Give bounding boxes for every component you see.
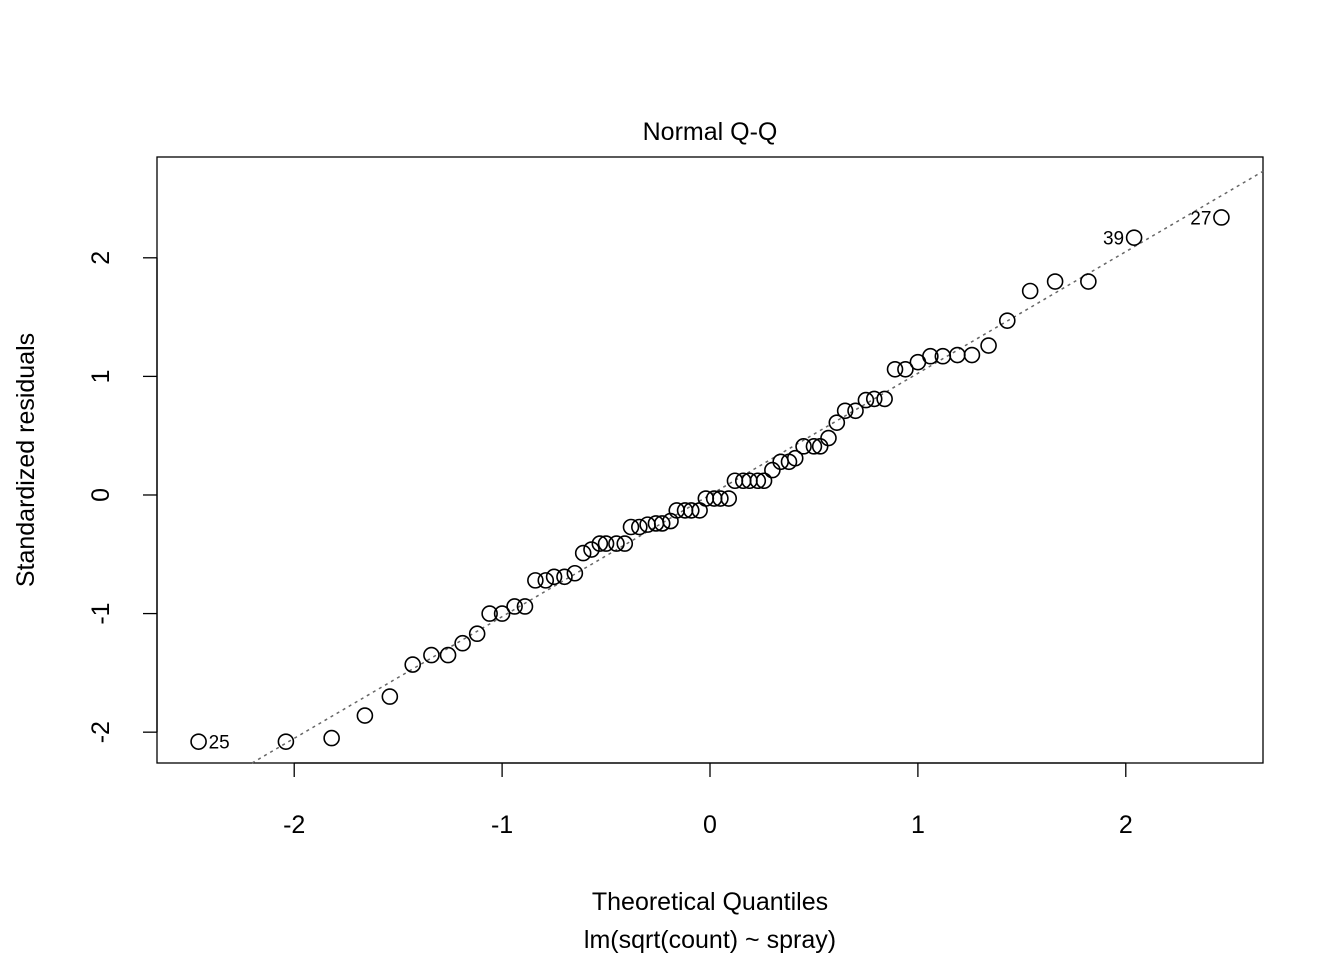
point-label: 39: [1103, 229, 1124, 250]
model-subtitle: lm(sqrt(count) ~ spray): [584, 926, 836, 954]
data-point: [493, 605, 511, 622]
y-axis-label: Standardized residuals: [12, 333, 40, 587]
data-point: [847, 402, 864, 420]
data-point: [755, 472, 773, 490]
x-tick-label: -1: [491, 811, 513, 839]
data-point: [277, 733, 295, 750]
data-point: [516, 598, 534, 615]
y-tick-label: 0: [87, 488, 115, 502]
data-point: [468, 625, 486, 643]
point-labels: 25 39 27: [209, 208, 1212, 753]
point-label: 25: [209, 733, 230, 754]
data-point: [865, 390, 883, 408]
data-point: [922, 347, 939, 365]
plot-frame: [156, 156, 1264, 764]
data-point: [506, 598, 523, 615]
point-label: 27: [1190, 208, 1211, 229]
data-point: [583, 541, 600, 558]
data-point: [545, 568, 563, 586]
data-point: [381, 688, 399, 705]
data-point: [897, 360, 914, 378]
data-point: [574, 544, 592, 562]
data-point: [1125, 229, 1143, 246]
data-point: [836, 402, 854, 420]
data-point: [980, 337, 997, 354]
data-point: [597, 535, 615, 552]
data-point: [697, 490, 715, 507]
data-point: [805, 438, 823, 455]
data-point: [653, 515, 671, 532]
data-point: [876, 390, 893, 408]
data-point: [616, 535, 634, 552]
data-point: [537, 572, 555, 589]
x-tick-label: -2: [283, 811, 305, 839]
data-point: [423, 646, 440, 664]
data-point: [190, 733, 207, 750]
data-point: [1046, 273, 1064, 290]
data-point: [404, 656, 422, 673]
data-point: [786, 449, 804, 467]
x-tick-label: 2: [1119, 811, 1133, 839]
data-point: [712, 490, 729, 507]
data-point: [998, 312, 1016, 329]
data-point: [886, 360, 904, 378]
data-point: [527, 572, 544, 589]
reference-line: [251, 170, 1264, 764]
x-axis-label: Theoretical Quantiles: [592, 888, 828, 916]
points: [190, 209, 1230, 750]
y-axis: -2 -1 0 1 2: [87, 251, 158, 743]
data-point: [323, 729, 340, 747]
data-point: [481, 605, 498, 622]
data-point: [726, 472, 744, 490]
data-point: [439, 646, 457, 664]
data-point: [949, 346, 966, 364]
data-point: [963, 346, 981, 364]
data-point: [622, 518, 640, 536]
data-point: [828, 414, 846, 431]
data-point: [795, 438, 812, 455]
data-point: [772, 453, 789, 471]
data-point: [720, 490, 738, 507]
data-point: [691, 502, 708, 519]
x-axis: -2 -1 0 1 2: [283, 762, 1133, 839]
y-tick-label: -1: [87, 602, 115, 624]
y-tick-label: 1: [87, 369, 115, 383]
chart-title: Normal Q-Q: [643, 118, 778, 146]
data-point: [591, 535, 609, 552]
data-point: [820, 429, 837, 447]
data-point: [682, 502, 700, 519]
data-point: [356, 707, 374, 724]
data-point: [454, 634, 471, 652]
data-point: [556, 568, 573, 586]
x-tick-label: 1: [911, 811, 925, 839]
data-point: [1213, 209, 1230, 226]
data-point: [1080, 273, 1097, 290]
data-point: [749, 472, 767, 490]
data-point: [1021, 282, 1039, 300]
data-point: [764, 461, 781, 479]
data-point: [566, 564, 584, 582]
y-tick-label: 2: [87, 251, 115, 265]
data-point: [811, 438, 829, 455]
y-tick-label: -2: [87, 721, 115, 743]
data-point: [857, 391, 875, 409]
data-point: [631, 518, 648, 536]
data-point: [608, 535, 625, 552]
x-tick-label: 0: [703, 811, 717, 839]
